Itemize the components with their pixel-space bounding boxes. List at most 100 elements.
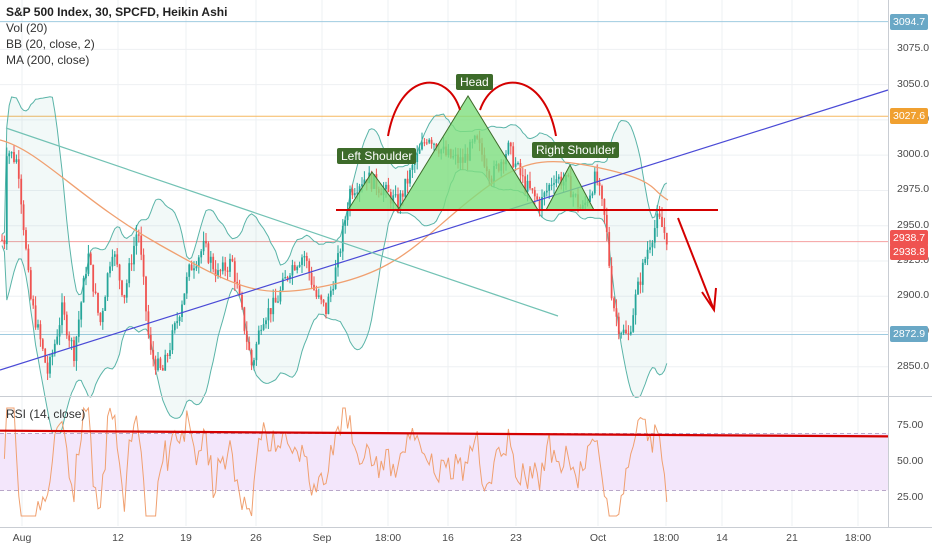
candle-body [296, 266, 299, 271]
candle-body [665, 232, 668, 245]
candle-body [536, 196, 539, 200]
candle-body [217, 270, 219, 277]
candle-body [229, 258, 231, 272]
candle-body [3, 239, 6, 245]
left-shoulder-label[interactable]: Left Shoulder [337, 148, 417, 164]
candle-body [332, 288, 335, 291]
candle-body [622, 329, 625, 334]
candle-body [615, 308, 618, 317]
right-arc [479, 81, 557, 137]
candle-body [603, 198, 606, 215]
legend-vol[interactable]: Vol (20) [6, 21, 48, 35]
price-tag[interactable]: 2938.7 [890, 229, 929, 246]
candle-body [529, 180, 531, 189]
candle-body [543, 192, 546, 197]
candle-body [286, 277, 289, 279]
candle-body [133, 245, 135, 265]
candle-body [627, 333, 630, 335]
candle-body [233, 261, 236, 282]
candle-body [651, 242, 654, 248]
candle-body [620, 333, 623, 335]
candle-body [188, 264, 191, 277]
candle-body [317, 295, 320, 297]
price-tag[interactable]: 2872.9 [890, 326, 929, 343]
candle-body [58, 325, 61, 337]
candle-body [243, 307, 246, 331]
candle-body [113, 254, 116, 257]
candle-body [279, 290, 282, 302]
price-tag[interactable]: 2938.8 [890, 243, 929, 260]
candle-body [123, 295, 126, 298]
candle-body [613, 298, 615, 309]
candle-body [236, 281, 239, 285]
candle-body [265, 320, 267, 325]
candle-body [353, 193, 356, 196]
candle-body [291, 265, 294, 276]
candle-body [625, 329, 627, 334]
candle-body [89, 253, 92, 265]
candle-body [181, 304, 183, 317]
candle-body [130, 263, 133, 265]
candle-body [399, 193, 402, 211]
candle-body [255, 343, 258, 361]
candle-body [646, 249, 649, 260]
candle-body [596, 171, 599, 183]
candle-body [145, 276, 147, 312]
chart-legend: S&P 500 Index, 30, SPCFD, Heikin Ashi Vo… [6, 4, 227, 68]
right-shoulder-label[interactable]: Right Shoulder [532, 142, 620, 158]
candle-body [193, 268, 195, 271]
candle-body [425, 142, 428, 144]
legend-bb[interactable]: BB (20, close, 2) [6, 37, 95, 51]
candle-body [178, 316, 181, 322]
candle-body [73, 340, 75, 362]
candle-body [109, 266, 111, 274]
time-tick-label: Oct [589, 532, 607, 544]
falling-trendline [5, 127, 559, 317]
target-arrow-line [677, 217, 715, 311]
candle-body [284, 277, 287, 279]
candle-body [214, 269, 217, 277]
head-label[interactable]: Head [456, 74, 493, 90]
candle-body [545, 190, 548, 193]
candle-body [51, 353, 54, 358]
candle-body [219, 270, 222, 272]
candle-body [65, 314, 68, 336]
legend-ma[interactable]: MA (200, close) [6, 53, 90, 67]
candle-body [166, 354, 169, 356]
candle-body [644, 259, 647, 263]
candle-body [34, 305, 37, 328]
price-tag[interactable]: 3094.7 [890, 13, 929, 30]
price-tag[interactable]: 3027.6 [890, 108, 929, 125]
time-tick-label: 18:00 [374, 532, 402, 544]
candle-body [517, 163, 519, 165]
candle-body [421, 142, 423, 150]
candle-body [663, 226, 666, 233]
candle-body [341, 225, 344, 252]
candle-body [269, 308, 272, 315]
candle-body [315, 289, 318, 297]
candle-body [248, 341, 251, 351]
time-tick-label: 21 [786, 532, 798, 544]
candle-body [37, 324, 39, 328]
candle-body [303, 256, 306, 258]
candle-body [125, 283, 128, 298]
candle-body [116, 254, 119, 265]
candle-body [157, 358, 159, 371]
candle-body [541, 196, 543, 211]
rsi-tick-label: 75.00 [897, 419, 924, 432]
legend-title[interactable]: S&P 500 Index, 30, SPCFD, Heikin Ashi [6, 5, 228, 19]
candle-body [80, 302, 83, 320]
candle-body [305, 256, 308, 261]
candle-body [634, 294, 637, 316]
candle-body [322, 299, 325, 303]
candle-body [82, 278, 85, 303]
candle-body [238, 284, 241, 296]
candle-body [169, 350, 171, 356]
rsi-legend[interactable]: RSI (14, close) [6, 407, 86, 421]
candle-body [656, 213, 659, 229]
drawing-overlays [0, 81, 889, 371]
candle-body [281, 278, 284, 291]
candle-body [641, 262, 644, 285]
